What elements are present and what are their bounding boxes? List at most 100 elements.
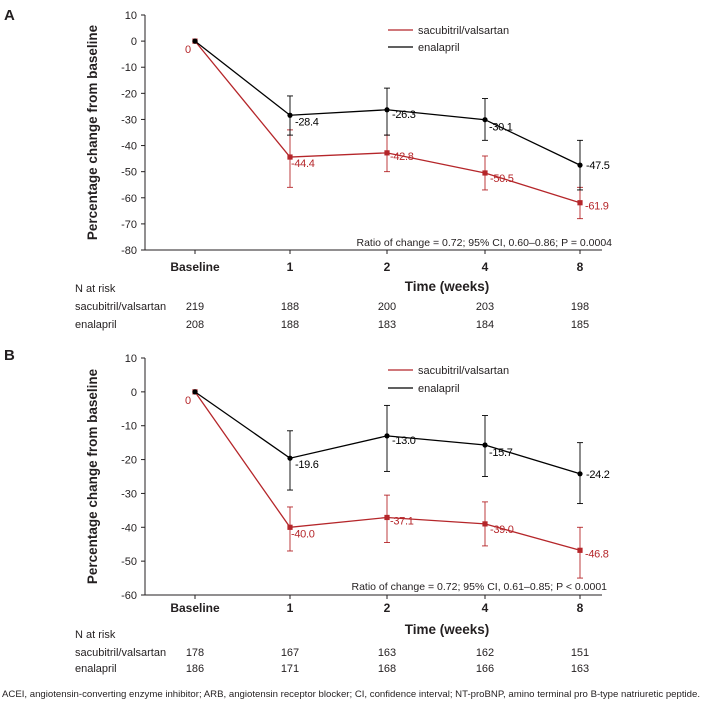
x-tick-label: 4 (482, 601, 489, 615)
stats-annotation: Ratio of change = 0.72; 95% CI, 0.60–0.8… (357, 237, 613, 249)
series-line (194, 391, 581, 475)
data-point (482, 442, 488, 448)
legend-label-enalapril: enalapril (418, 42, 460, 54)
y-tick-label: -20 (121, 88, 137, 100)
panel-label: A (4, 7, 15, 24)
data-point (384, 514, 390, 521)
data-point (577, 162, 583, 168)
data-point (577, 471, 583, 477)
at-risk-row-name: enalapril (75, 663, 117, 675)
data-label: -46.8 (585, 548, 609, 560)
at-risk-value: 219 (186, 301, 204, 313)
at-risk-table: N at risk sacubitril/valsartan 219 188 200 20… (75, 283, 589, 331)
footnote: ACEI, angiotensin-converting enzyme inhi… (2, 689, 700, 699)
series-enalapril: -19.6 -13.0 -15.7 -24.2 (192, 389, 610, 505)
y-axis-label: Percentage change from baseline (85, 368, 100, 584)
data-point (482, 521, 488, 527)
at-risk-value: 151 (571, 647, 589, 659)
data-label: -26.3 (392, 109, 416, 121)
at-risk-value: 183 (378, 319, 396, 331)
at-risk-value: 162 (476, 647, 494, 659)
x-tick-label: 4 (482, 260, 489, 274)
at-risk-value: 208 (186, 319, 204, 331)
data-point (482, 170, 488, 176)
data-point (384, 150, 390, 156)
data-point (287, 154, 293, 160)
data-label: -39.0 (490, 524, 514, 536)
stats-annotation: Ratio of change = 0.72; 95% CI, 0.61–0.8… (352, 581, 608, 593)
y-tick-label: -50 (121, 167, 137, 179)
y-tick-label: -80 (121, 245, 137, 257)
y-tick-label: -10 (121, 62, 137, 74)
data-point (577, 547, 583, 553)
at-risk-title: N at risk (75, 283, 116, 295)
series-enalapril: -28.4 -26.3 -30.1 -47.5 (192, 38, 610, 191)
at-risk-table: N at risk sacubitril/valsartan 178 167 163 16… (75, 629, 589, 675)
y-tick-label: -30 (121, 114, 137, 126)
data-label: -30.1 (489, 122, 513, 134)
data-point (287, 455, 293, 461)
y-tick-label: -40 (121, 522, 137, 534)
x-tick-label: 1 (287, 260, 294, 274)
data-label: -42.8 (390, 151, 414, 163)
at-risk-value: 163 (378, 647, 396, 659)
y-tick-label: -60 (121, 590, 137, 602)
at-risk-value: 166 (476, 663, 494, 675)
data-label: -47.5 (586, 160, 610, 172)
x-axis-label: Time (weeks) (405, 279, 490, 294)
series-line (194, 40, 581, 204)
data-point (384, 107, 390, 113)
at-risk-value: 184 (476, 319, 494, 331)
at-risk-value: 186 (186, 663, 204, 675)
at-risk-value: 168 (378, 663, 396, 675)
data-label: -40.0 (291, 528, 315, 540)
series-sacubitril: 0 -44.4 -42.8 -50.5 -61.9 (185, 38, 609, 220)
data-point (384, 433, 390, 439)
data-label: 0 (185, 44, 191, 56)
at-risk-value: 167 (281, 647, 299, 659)
at-risk-row-name: enalapril (75, 319, 117, 331)
y-tick-label: -40 (121, 141, 137, 153)
y-tick-label: -60 (121, 193, 137, 205)
at-risk-value: 188 (281, 301, 299, 313)
data-point (287, 112, 293, 118)
at-risk-row-name: sacubitril/valsartan (75, 301, 166, 313)
data-label: -37.1 (390, 515, 414, 527)
x-tick-label: 2 (384, 601, 391, 615)
at-risk-value: 200 (378, 301, 396, 313)
y-tick-label: -20 (121, 455, 137, 467)
at-risk-value: 203 (476, 301, 494, 313)
at-risk-value: 178 (186, 647, 204, 659)
y-tick-label: 0 (131, 36, 137, 48)
y-tick-label: 10 (125, 10, 137, 22)
at-risk-value: 171 (281, 663, 299, 675)
data-label: -44.4 (291, 158, 315, 170)
x-tick-label: 2 (384, 260, 391, 274)
data-point (577, 200, 583, 206)
legend-label-sacubitril: sacubitril/valsartan (418, 25, 509, 37)
y-axis-label: Percentage change from baseline (85, 24, 100, 240)
at-risk-value: 198 (571, 301, 589, 313)
data-point (192, 38, 198, 44)
at-risk-value: 163 (571, 663, 589, 675)
data-point (482, 117, 488, 123)
y-tick-label: 10 (125, 353, 137, 365)
at-risk-row-name: sacubitril/valsartan (75, 647, 166, 659)
data-label: -50.5 (490, 173, 514, 185)
x-tick-label: 1 (287, 601, 294, 615)
y-tick-label: 0 (131, 387, 137, 399)
panel-label: B (4, 347, 15, 364)
x-tick-label: Baseline (170, 260, 220, 274)
x-tick-label: Baseline (170, 601, 220, 615)
at-risk-value: 185 (571, 319, 589, 331)
series-line (194, 40, 581, 166)
legend-label-sacubitril: sacubitril/valsartan (418, 365, 509, 377)
legend-label-enalapril: enalapril (418, 383, 460, 395)
y-tick-label: -70 (121, 219, 137, 231)
data-label: 0 (185, 395, 191, 407)
at-risk-title: N at risk (75, 629, 116, 641)
at-risk-value: 188 (281, 319, 299, 331)
